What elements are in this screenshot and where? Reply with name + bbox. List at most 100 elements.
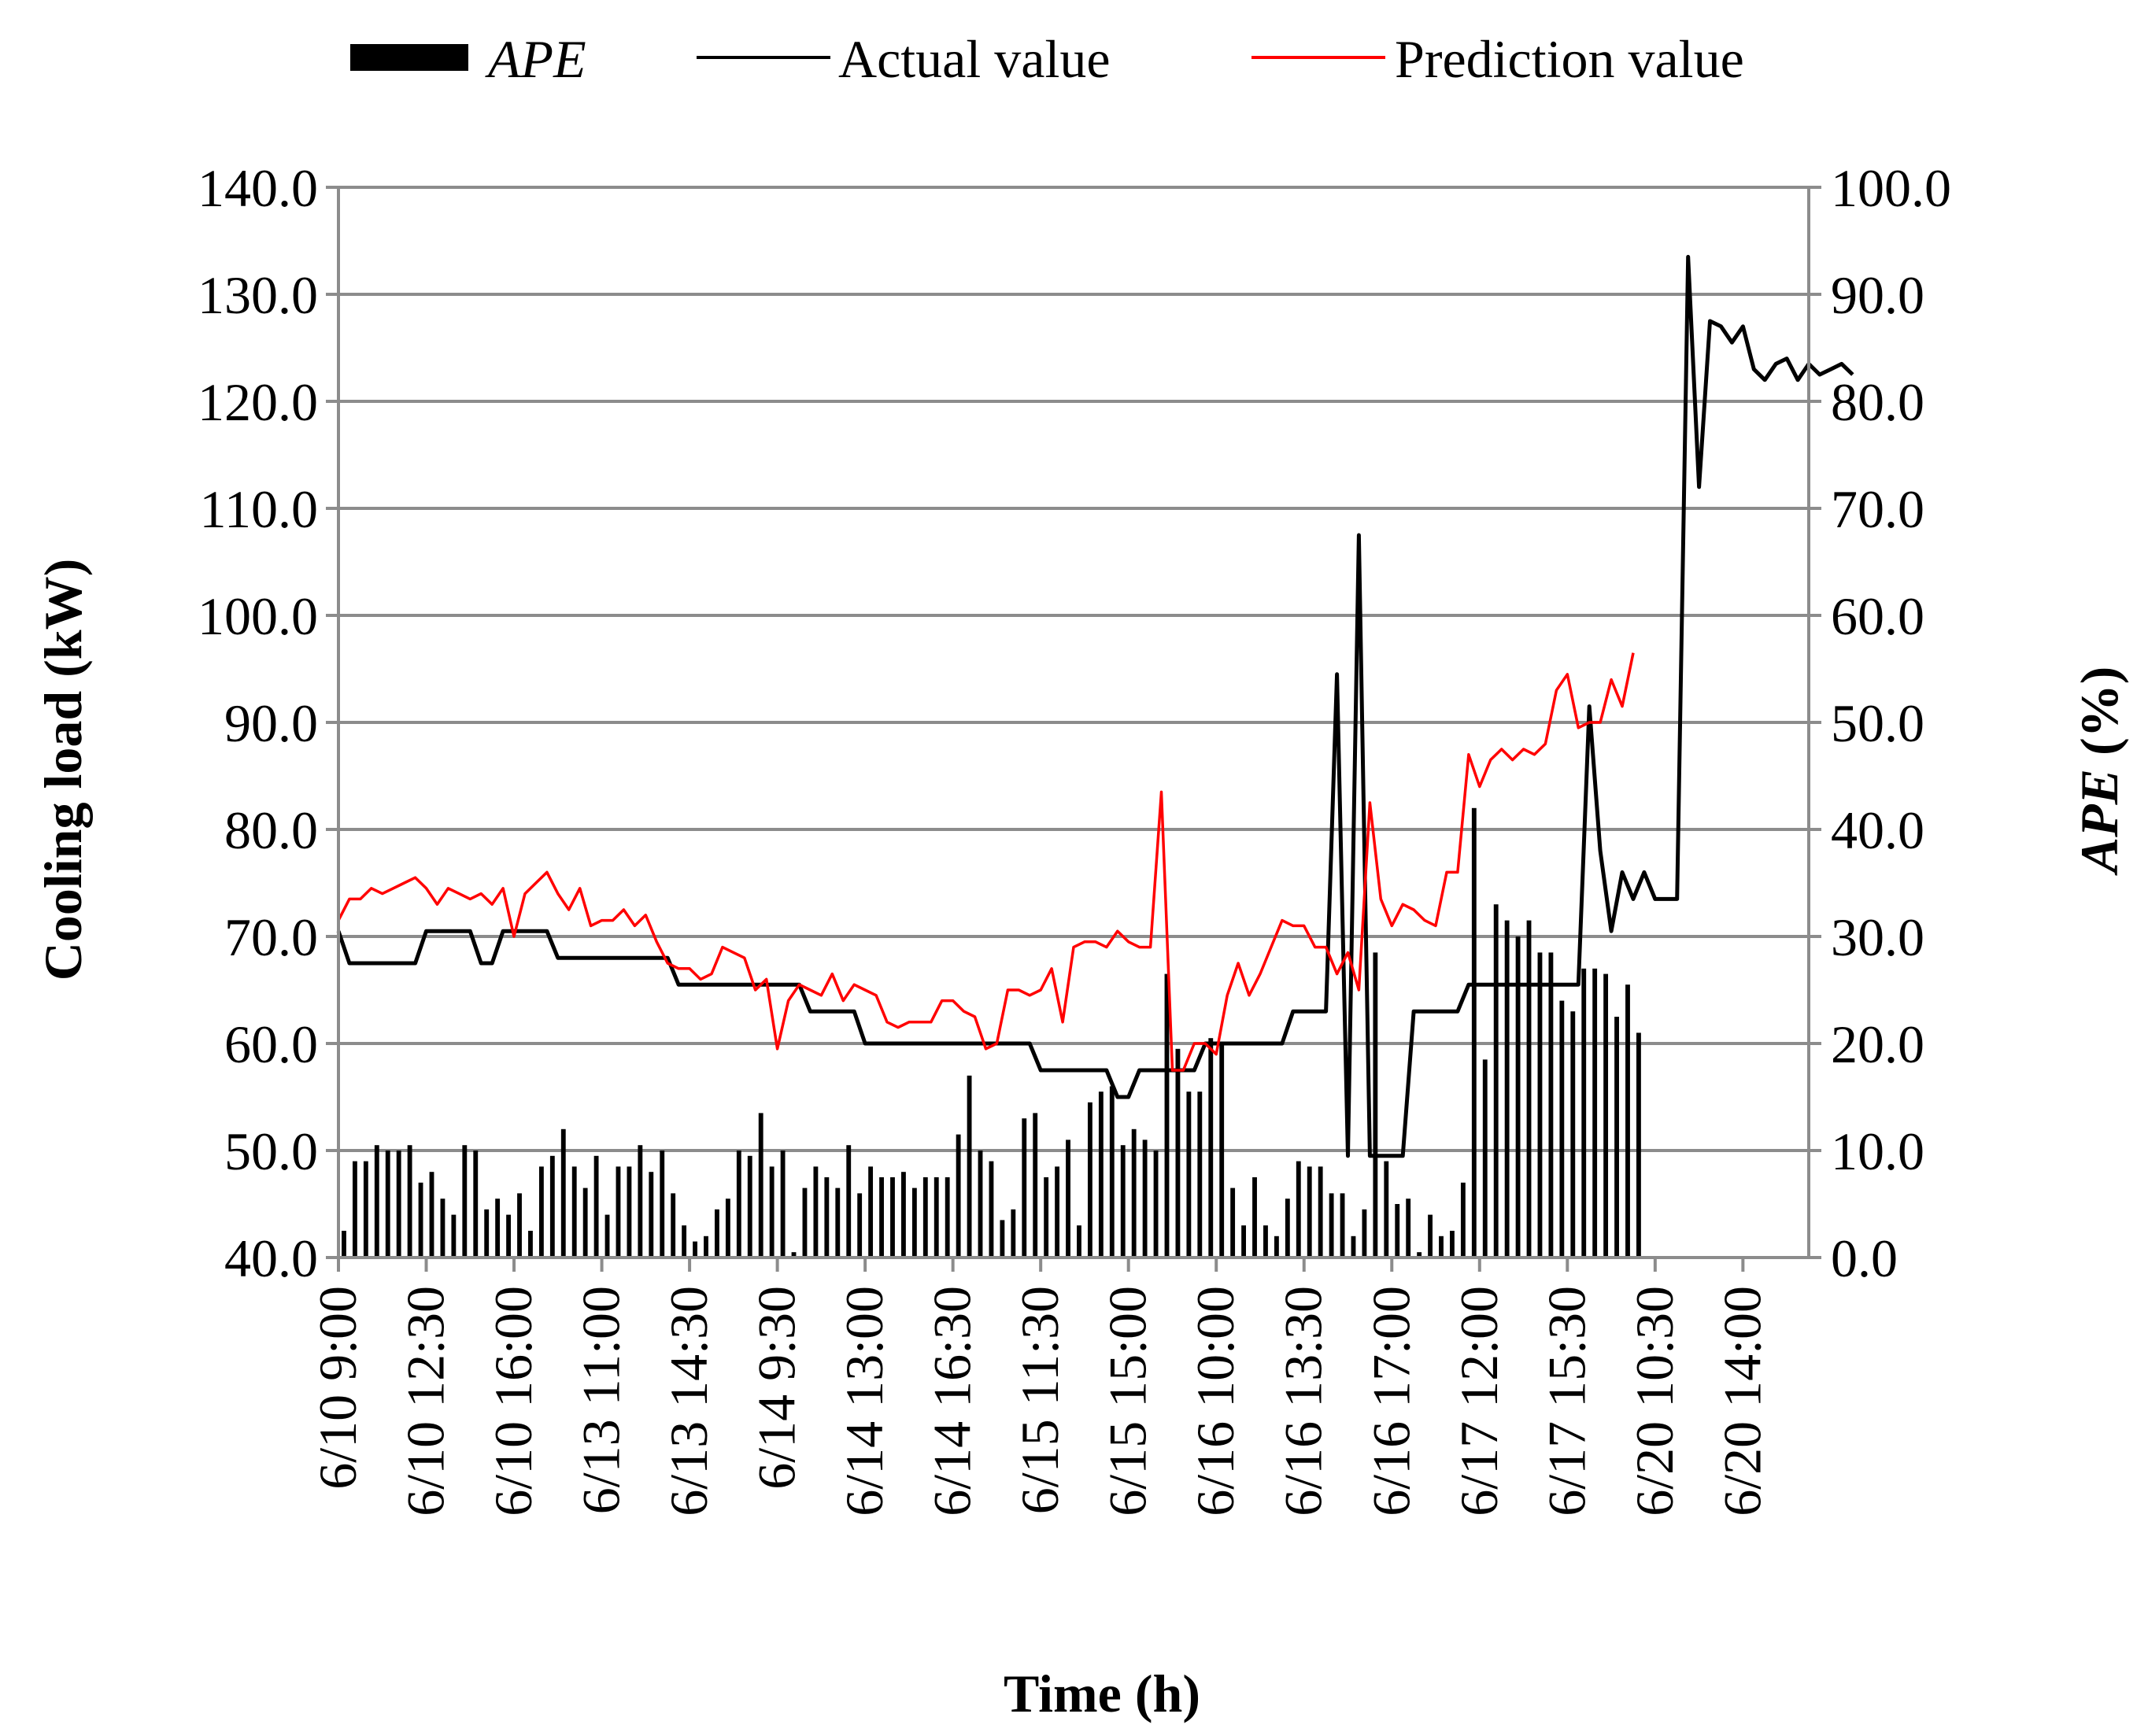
- ape-bar: [1120, 1145, 1126, 1258]
- x-tick-label: 6/10 12:30: [396, 1286, 456, 1516]
- ape-bar: [1131, 1128, 1137, 1258]
- x-tick-label: 6/10 9:00: [308, 1286, 368, 1490]
- ape-bar: [704, 1236, 708, 1258]
- ape-bar: [363, 1161, 368, 1258]
- ape-bar: [440, 1199, 445, 1258]
- prediction-value-line: [337, 652, 1635, 1072]
- ape-bar: [1351, 1236, 1356, 1258]
- y-left-tick-label: 40.0: [224, 1228, 318, 1288]
- ape-bar: [528, 1231, 533, 1258]
- ape-bar: [1066, 1139, 1070, 1258]
- ape-bar: [517, 1193, 522, 1258]
- ape-bar: [1417, 1252, 1422, 1258]
- ape-bar: [429, 1172, 434, 1258]
- ape-bar: [1471, 807, 1477, 1258]
- ape-bar: [649, 1172, 654, 1258]
- ape-bar: [1098, 1091, 1104, 1258]
- ape-bar: [769, 1166, 775, 1258]
- y-left-tick-label: 80.0: [224, 800, 318, 860]
- right-axis-ticks: 0.0 10.0 20.0 30.0 40.0 50.0 60.0 70.0 80.0 90.0 1…: [1831, 158, 1951, 1288]
- ape-bar: [396, 1151, 401, 1258]
- ape-bar: [1263, 1225, 1268, 1258]
- y-right-tick-label: 60.0: [1831, 586, 1924, 646]
- ape-bar: [1329, 1193, 1334, 1258]
- axes: [326, 186, 1821, 1272]
- x-tick-label: 6/16 17:00: [1361, 1286, 1421, 1516]
- x-tick-label: 6/16 10:00: [1185, 1286, 1245, 1516]
- ape-bar: [1285, 1199, 1290, 1258]
- y-right-tick-label: 80.0: [1831, 372, 1924, 432]
- ape-bar: [846, 1145, 852, 1258]
- ape-bar: [967, 1075, 972, 1258]
- ape-bar: [495, 1199, 501, 1258]
- legend-label-ape: APE: [485, 29, 586, 89]
- ape-bar: [473, 1151, 479, 1258]
- ape-bar: [1614, 1017, 1619, 1258]
- ape-bar: [1537, 952, 1543, 1258]
- ape-bar: [374, 1145, 379, 1258]
- y-right-tick-label: 90.0: [1831, 265, 1924, 325]
- ape-bar: [1219, 1043, 1225, 1258]
- ape-bar: [911, 1187, 917, 1258]
- ape-bar: [1241, 1225, 1247, 1258]
- ape-bar: [1274, 1236, 1279, 1258]
- ape-bar: [1164, 973, 1170, 1258]
- ape-bar: [1515, 936, 1521, 1258]
- x-tick-label: 6/14 13:00: [834, 1286, 894, 1516]
- ape-bar: [506, 1214, 512, 1258]
- ape-bar: [813, 1166, 819, 1258]
- ape-bar: [978, 1151, 983, 1258]
- y-right-tick-label: 70.0: [1831, 479, 1924, 539]
- legend: APE Actual value Prediction value: [350, 29, 1744, 89]
- ape-bar: [560, 1128, 566, 1258]
- ape-bar: [1548, 952, 1554, 1258]
- ape-bar: [1077, 1225, 1081, 1258]
- ape-bar: [1625, 984, 1630, 1258]
- legend-label-prediction: Prediction value: [1395, 29, 1744, 89]
- legend-swatch-ape: [350, 44, 468, 71]
- ape-bar: [1000, 1220, 1005, 1258]
- x-tick-label: 6/16 13:30: [1274, 1286, 1333, 1516]
- ape-bar: [1044, 1177, 1049, 1258]
- ape-bar: [890, 1177, 895, 1258]
- y-left-tick-label: 90.0: [224, 693, 318, 753]
- ape-bar: [715, 1209, 719, 1258]
- x-tick-label: 6/14 16:30: [922, 1286, 982, 1516]
- ape-bar: [1230, 1187, 1236, 1258]
- ape-bar: [582, 1187, 588, 1258]
- ape-bar: [693, 1241, 697, 1258]
- y-right-tick-label: 40.0: [1831, 800, 1924, 860]
- ape-bar: [1504, 920, 1510, 1258]
- y-right-tick-label: 10.0: [1831, 1121, 1924, 1181]
- ape-bar: [1296, 1161, 1301, 1258]
- actual-value-line: [336, 254, 1854, 1158]
- series-lines: [336, 254, 1854, 1158]
- ape-bar: [1033, 1113, 1038, 1258]
- ape-bar: [616, 1166, 621, 1258]
- ape-bar: [747, 1155, 752, 1258]
- x-tick-label: 6/20 10:30: [1625, 1286, 1684, 1516]
- ape-bar: [1581, 968, 1587, 1258]
- ape-bar: [900, 1172, 906, 1258]
- ape-bar: [725, 1199, 730, 1258]
- gridlines: [338, 186, 1809, 1152]
- x-tick-label: 6/17 15:30: [1536, 1286, 1596, 1516]
- ape-bar: [1362, 1209, 1367, 1258]
- ape-bar: [660, 1151, 665, 1258]
- ape-bar: [1011, 1209, 1016, 1258]
- ape-bar: [385, 1151, 390, 1258]
- y-axis-right-title-unit: (%): [2069, 667, 2129, 769]
- ape-bar: [1307, 1166, 1312, 1258]
- ape-bar: [627, 1166, 632, 1258]
- ape-bar: [593, 1155, 599, 1258]
- ape-bar: [1142, 1139, 1148, 1258]
- ape-bar: [934, 1177, 939, 1258]
- ape-bar: [604, 1214, 610, 1258]
- ape-bar: [1153, 1151, 1159, 1258]
- ape-bar: [451, 1214, 457, 1258]
- y-axis-right-title-ape: APE: [2069, 769, 2129, 876]
- ape-bar: [1570, 1011, 1576, 1258]
- ape-bar: [1439, 1236, 1444, 1258]
- ape-bar: [989, 1161, 994, 1258]
- ape-bar: [1022, 1118, 1027, 1258]
